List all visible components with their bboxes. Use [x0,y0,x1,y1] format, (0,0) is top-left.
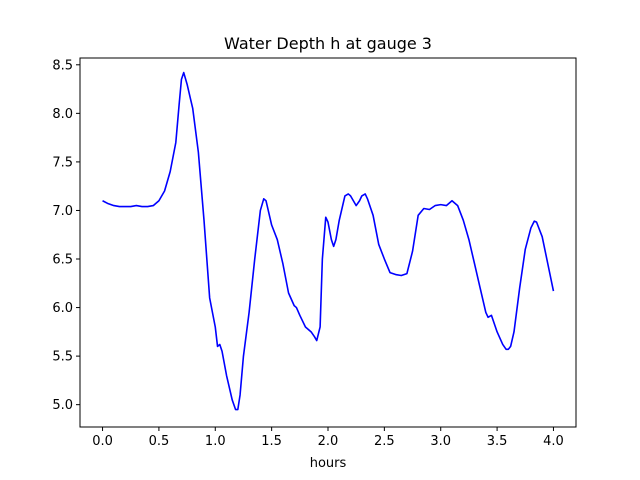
plot-area [102,71,555,411]
x-tick-label: 4.0 [543,434,564,449]
y-tick-label: 6.0 [52,301,73,316]
y-tick-label: 7.5 [52,155,73,170]
chart-title: Water Depth h at gauge 3 [224,34,432,53]
x-axis-label: hours [310,456,347,471]
y-tick-label: 5.0 [52,398,73,413]
x-tick-label: 1.0 [205,434,226,449]
y-tick-label: 5.5 [52,350,73,365]
y-tick-label: 7.0 [52,204,73,219]
x-tick-label: 3.5 [487,434,508,449]
y-tick-label: 8.5 [52,58,73,73]
y-tick-label: 8.0 [52,107,73,122]
axes: 0.0 0.5 1.0 1.5 2.0 2.5 3.0 3.5 4.0 5.0 5.5 6.0 6.5 7… [52,57,577,449]
x-tick-label: 1.5 [261,434,282,449]
y-tick-label: 6.5 [52,253,73,268]
x-tick-label: 0.5 [149,434,170,449]
x-tick-label: 0.0 [92,434,113,449]
series-line [102,71,555,411]
x-tick-label: 2.5 [374,434,395,449]
x-tick-label: 2.0 [318,434,339,449]
x-tick-label: 3.0 [430,434,451,449]
